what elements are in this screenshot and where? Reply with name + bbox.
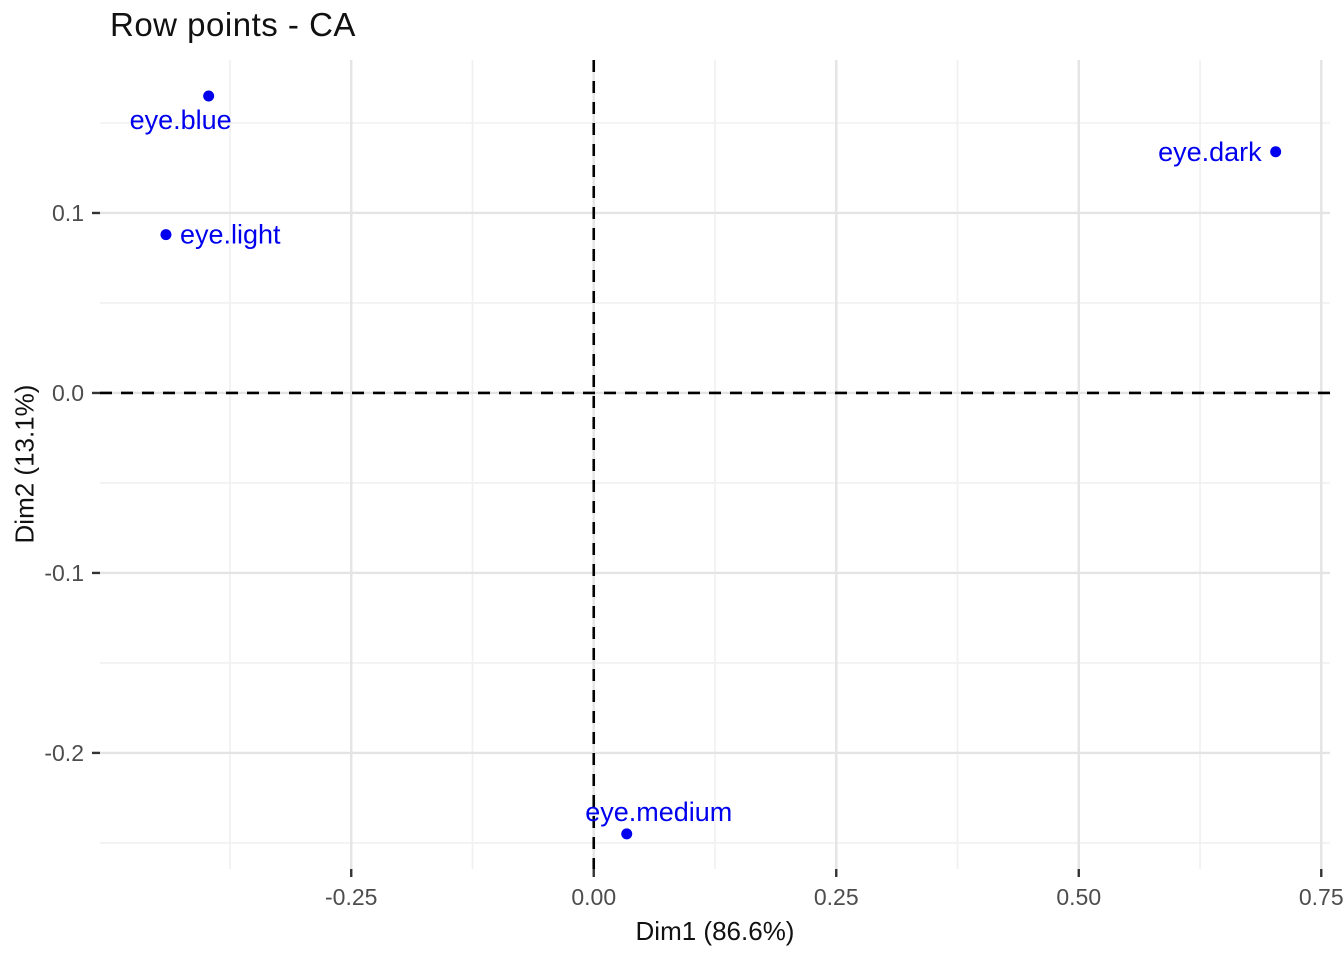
y-axis-tick-label: 0.0: [52, 380, 84, 406]
data-point-eye-medium: [621, 828, 633, 840]
x-axis-tick-label: 0.75: [1299, 884, 1344, 910]
point-label-eye-medium: eye.medium: [585, 797, 732, 827]
point-label-eye-light: eye.light: [180, 220, 281, 250]
data-point-eye-light: [160, 229, 172, 241]
x-axis-tick-label: 0.00: [571, 884, 616, 910]
data-point-eye-dark: [1270, 146, 1282, 158]
x-axis-tick-label: 0.50: [1056, 884, 1101, 910]
y-axis-tick-label: -0.1: [44, 560, 84, 586]
x-axis-tick-label: 0.25: [814, 884, 859, 910]
x-axis-tick-label: -0.25: [325, 884, 377, 910]
y-axis-tick-label: 0.1: [52, 200, 84, 226]
plot-title: Row points - CA: [110, 6, 356, 43]
point-label-eye-blue: eye.blue: [130, 105, 232, 135]
data-point-eye-blue: [203, 90, 215, 102]
x-axis-title: Dim1 (86.6%): [635, 916, 795, 946]
y-axis-tick-label: -0.2: [44, 740, 84, 766]
point-label-eye-dark: eye.dark: [1158, 137, 1262, 167]
y-axis-title: Dim2 (13.1%): [9, 384, 40, 544]
